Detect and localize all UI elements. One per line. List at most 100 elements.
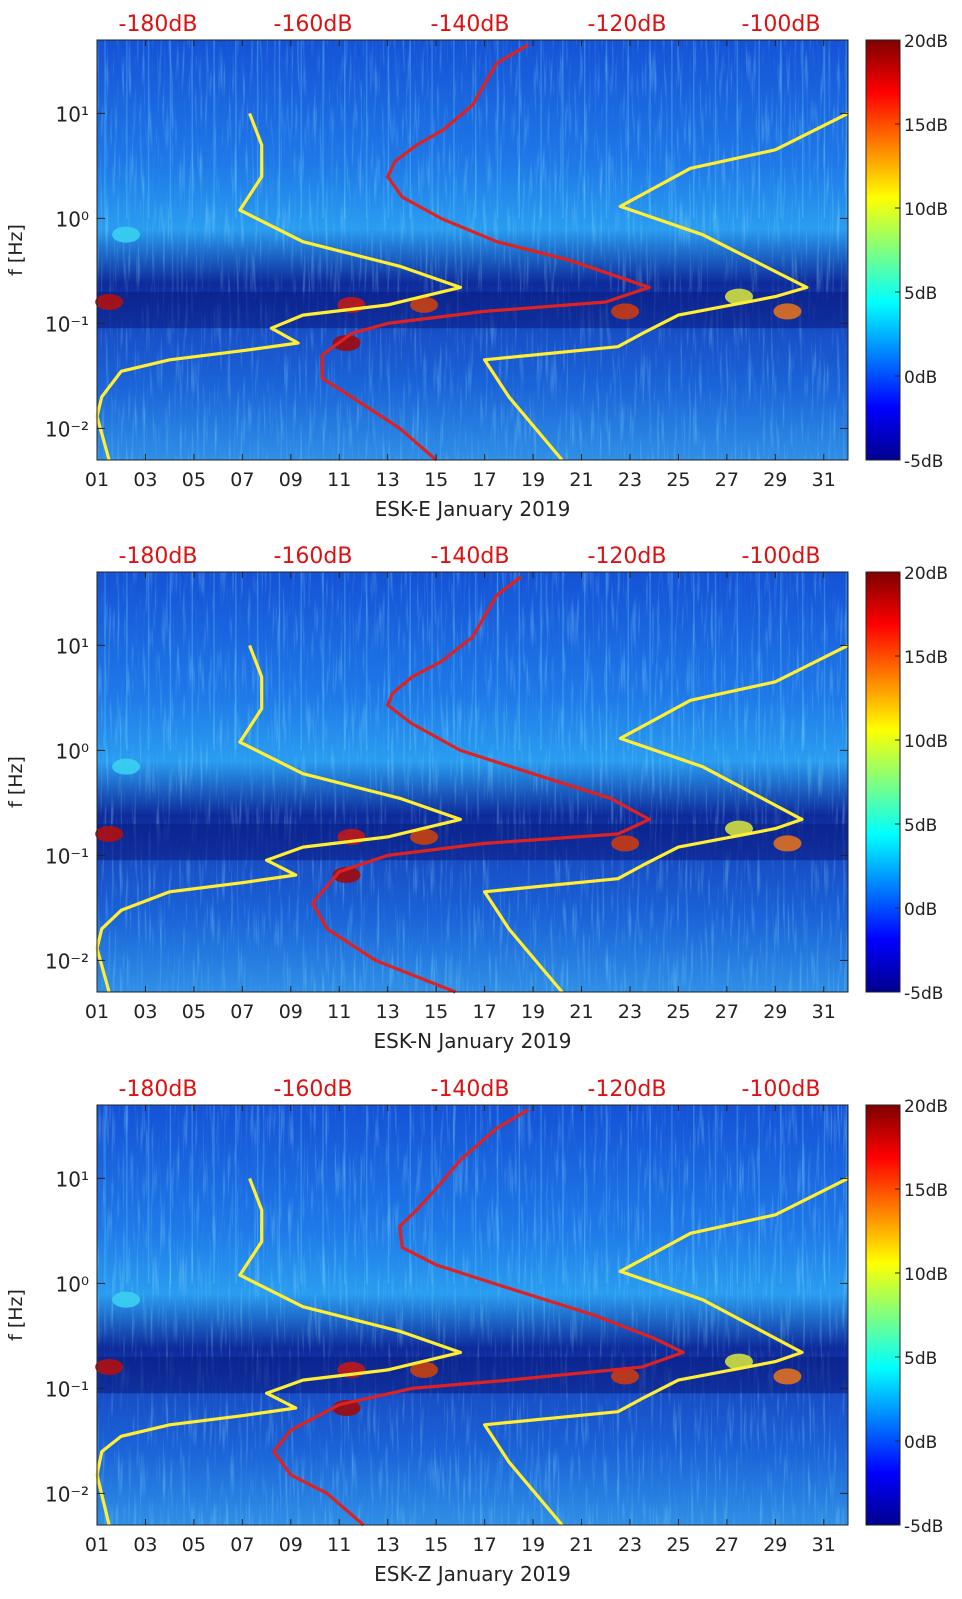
spectrogram-streak [649, 40, 651, 219]
spectrogram-streak [191, 572, 193, 751]
spectrogram-streak [126, 40, 128, 219]
spectrogram-streak [801, 40, 804, 219]
x-tick-label: 11 [327, 1534, 351, 1556]
curve-yellow-right [483, 1176, 849, 1527]
colorbar-label: 5dB [904, 816, 937, 836]
spectrogram-streak [736, 1105, 739, 1284]
spectrogram-streak [409, 1105, 412, 1284]
spectrogram-hotspot [773, 835, 802, 852]
spectrogram-streak [496, 40, 499, 219]
spectrogram-streak [780, 572, 782, 751]
spectrogram-streak [518, 1105, 521, 1284]
spectrogram-hotspot [112, 226, 141, 243]
x-tick-label: 27 [715, 1534, 739, 1556]
y-axis-label: f [Hz] [5, 1289, 27, 1341]
x-tick-label: 23 [618, 469, 642, 491]
spectrogram-streak [453, 572, 455, 751]
colorbar-label: 0dB [904, 368, 937, 388]
colorbar [865, 1104, 901, 1526]
x-tick-label: 03 [133, 469, 157, 491]
y-tick-label: 10¹ [56, 102, 89, 126]
spectrogram-streak [758, 1105, 760, 1284]
colorbar-label: 10dB [904, 732, 948, 752]
x-tick-label: 15 [424, 1001, 448, 1023]
spectrogram-streak [235, 572, 237, 751]
spectrogram-streak [714, 572, 717, 751]
x-tick-label: 17 [473, 1001, 497, 1023]
spectrogram-texture [97, 40, 848, 460]
spectrogram-dark-band [97, 823, 848, 861]
spectrogram-streak [562, 40, 564, 219]
x-tick-label: 13 [376, 469, 400, 491]
spectrogram-streak [126, 572, 128, 751]
x-tick-label: 01 [85, 1534, 109, 1556]
colorbar-label: 15dB [904, 1181, 948, 1201]
colorbar-label: 0dB [904, 900, 937, 920]
spectrogram-streak [104, 572, 106, 751]
spectrogram-hotspot [410, 296, 439, 313]
spectrogram-streak [126, 1105, 128, 1284]
spectrogram-streak [845, 1105, 848, 1284]
x-tick-label: 31 [812, 1534, 836, 1556]
spectrogram-dark-band [97, 291, 848, 329]
top-db-label: -120dB [588, 12, 667, 37]
curve-yellow-right [483, 643, 849, 994]
spectrogram-streak [692, 572, 695, 751]
spectrogram-streak [278, 40, 281, 219]
spectrogram-streak [780, 40, 782, 219]
y-tick-label: 10⁻¹ [45, 1377, 89, 1401]
spectrogram-streak [823, 40, 826, 219]
x-tick-label: 07 [230, 469, 254, 491]
panel-esk-n: 01 03 05 07 09 11 13 15 17 19 21 23 25 27 29 31 10¹ 10⁰ 10… [5, 544, 948, 1053]
top-db-label: -100dB [742, 12, 821, 37]
x-tick-label: 29 [763, 1534, 787, 1556]
spectrogram-streak [278, 572, 281, 751]
spectrogram-streak [256, 40, 259, 219]
spectrogram-streak [365, 40, 368, 219]
spectrogram-streak [649, 1105, 651, 1284]
curve-yellow-right [483, 111, 849, 462]
spectrogram-streak [278, 1105, 281, 1284]
spectrogram-streak [235, 1105, 237, 1284]
spectrogram-streak [736, 40, 739, 219]
spectrogram-streak [300, 1105, 302, 1284]
x-tick-label: 01 [85, 1001, 109, 1023]
curve-yellow-left [95, 112, 462, 461]
top-db-label: -120dB [588, 1077, 667, 1102]
spectrogram-streak [322, 572, 324, 751]
spectrogram-streak [104, 40, 106, 219]
x-tick-label: 05 [182, 1534, 206, 1556]
spectrogram-streak [583, 1105, 586, 1284]
x-tick-label: 21 [569, 469, 593, 491]
x-tick-label: 19 [521, 1001, 545, 1023]
spectrogram-streak [344, 40, 346, 219]
spectrogram-streak [169, 1105, 172, 1284]
spectrogram-streak [147, 40, 150, 219]
top-db-label: -140dB [431, 1077, 510, 1102]
spectrogram-streak [758, 572, 760, 751]
spectrogram-streak [671, 40, 673, 219]
spectrogram-streak [453, 40, 455, 219]
spectrogram-hotspot [112, 758, 141, 775]
spectrogram-streak [322, 40, 324, 219]
colorbar-label: 15dB [904, 116, 948, 136]
x-tick-label: 15 [424, 1534, 448, 1556]
x-tick-label: 07 [230, 1001, 254, 1023]
spectrogram-streak [605, 572, 608, 751]
spectrogram-hotspot [773, 1368, 802, 1385]
spectrogram-streak [692, 40, 695, 219]
spectrogram-streak [191, 1105, 193, 1284]
spectrogram-streak [780, 1105, 782, 1284]
curve-red [311, 575, 651, 994]
spectrogram-streak [605, 1105, 608, 1284]
plot-frame [96, 39, 849, 461]
panel-esk-e: 01 03 05 07 09 11 13 15 17 19 21 23 25 27 29 31 10¹ 10⁰ 10… [5, 12, 948, 521]
x-tick-label: 31 [812, 469, 836, 491]
y-tick-label: 10⁰ [56, 207, 89, 231]
spectrogram-streak [453, 1105, 455, 1284]
spectrogram-streak [474, 572, 477, 751]
x-tick-label: 25 [666, 1534, 690, 1556]
top-db-label: -100dB [742, 544, 821, 569]
y-tick-label: 10¹ [56, 1167, 89, 1191]
spectrogram-streak [801, 572, 804, 751]
